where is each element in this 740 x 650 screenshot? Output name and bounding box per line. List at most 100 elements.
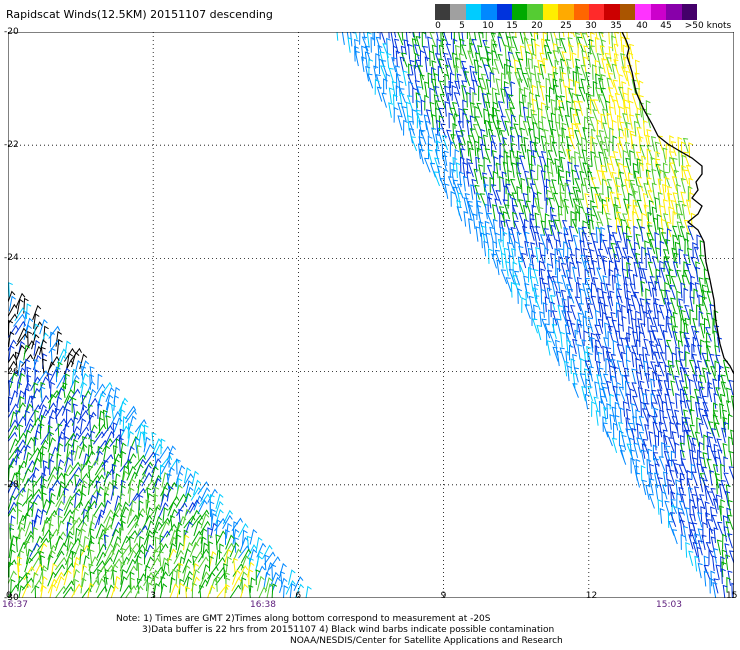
wind-barb bbox=[134, 543, 146, 558]
wind-map[interactable] bbox=[8, 32, 734, 598]
wind-barb bbox=[63, 495, 74, 511]
wind-barb bbox=[503, 247, 509, 264]
wind-barb bbox=[365, 65, 371, 82]
wind-barb bbox=[616, 225, 623, 241]
wind-barb bbox=[718, 505, 724, 521]
wind-barb bbox=[550, 252, 556, 269]
wind-barb bbox=[570, 322, 576, 339]
wind-barb bbox=[536, 32, 539, 40]
wind-barb bbox=[380, 32, 386, 45]
wind-barb bbox=[647, 310, 654, 326]
wind-barb bbox=[169, 536, 178, 552]
wind-barb bbox=[511, 192, 518, 208]
wind-barb bbox=[152, 566, 164, 580]
wind-barb bbox=[701, 466, 708, 482]
wind-barb bbox=[218, 543, 225, 560]
wind-barb bbox=[280, 571, 285, 587]
wind-barb bbox=[588, 366, 594, 382]
wind-barb bbox=[604, 322, 610, 339]
wind-barb bbox=[486, 164, 494, 180]
wind-barb bbox=[566, 339, 572, 356]
wind-barb bbox=[581, 231, 587, 248]
wind-barb bbox=[657, 310, 663, 327]
wind-barb bbox=[407, 43, 413, 60]
wind-barb bbox=[462, 108, 470, 124]
wind-barb bbox=[607, 330, 613, 347]
wind-barb bbox=[419, 49, 425, 66]
wind-barb bbox=[71, 368, 78, 385]
wind-barb bbox=[535, 246, 541, 263]
wind-barb bbox=[70, 347, 82, 362]
wind-barb bbox=[8, 481, 16, 495]
wind-barb bbox=[41, 492, 47, 508]
wind-barb bbox=[15, 444, 27, 459]
wind-barb bbox=[680, 458, 688, 474]
wind-barb bbox=[18, 464, 24, 481]
wind-barb bbox=[269, 571, 280, 587]
wind-barb bbox=[637, 318, 643, 334]
wind-barb bbox=[443, 32, 449, 45]
wind-barb bbox=[548, 119, 554, 136]
wind-barb bbox=[39, 408, 50, 424]
wind-barb bbox=[127, 478, 136, 494]
wind-barb bbox=[438, 58, 444, 74]
wind-barb bbox=[581, 385, 587, 402]
wind-barb bbox=[540, 220, 546, 236]
wind-barb bbox=[550, 301, 556, 318]
wind-barb bbox=[222, 509, 233, 525]
wind-barb bbox=[585, 71, 591, 88]
wind-barb bbox=[513, 59, 519, 75]
wind-barb bbox=[14, 320, 27, 335]
wind-barb bbox=[625, 359, 631, 376]
wind-barb bbox=[15, 536, 21, 553]
wind-barb bbox=[473, 168, 479, 185]
wind-barb bbox=[431, 60, 437, 76]
wind-barb bbox=[664, 364, 670, 381]
wind-barb bbox=[631, 93, 638, 109]
wind-barb bbox=[466, 91, 472, 108]
wind-barb bbox=[183, 548, 191, 564]
wind-barb bbox=[446, 129, 452, 145]
wind-barb bbox=[577, 323, 583, 340]
wind-barb bbox=[127, 430, 134, 447]
wind-barb bbox=[248, 568, 254, 585]
wind-barb bbox=[690, 212, 696, 229]
wind-barb bbox=[540, 254, 547, 270]
wind-barb bbox=[490, 32, 497, 48]
wind-barb bbox=[657, 191, 663, 208]
wind-barb bbox=[658, 361, 665, 377]
wind-barb bbox=[687, 225, 694, 241]
wind-barb bbox=[658, 227, 664, 243]
wind-barb bbox=[720, 463, 725, 480]
wind-barb bbox=[491, 253, 497, 269]
wind-barb bbox=[717, 449, 723, 465]
wind-barb bbox=[678, 350, 684, 367]
wind-barb bbox=[160, 438, 166, 455]
wind-barb bbox=[23, 530, 34, 545]
wind-barb bbox=[704, 277, 711, 293]
wind-barb bbox=[706, 344, 712, 361]
wind-barb bbox=[473, 59, 479, 75]
wind-barb bbox=[96, 585, 108, 598]
wind-barb bbox=[103, 509, 114, 524]
wind-barb bbox=[121, 465, 129, 482]
wind-barb bbox=[528, 266, 533, 283]
wind-barb bbox=[208, 540, 214, 557]
wind-barb bbox=[608, 94, 614, 111]
wind-barb bbox=[710, 488, 718, 503]
wind-barb bbox=[41, 498, 50, 515]
wind-barb bbox=[427, 142, 433, 159]
wind-barb bbox=[49, 459, 55, 475]
wind-barb bbox=[70, 516, 82, 531]
wind-barb bbox=[668, 206, 674, 223]
wind-barb bbox=[112, 569, 118, 586]
wind-barb bbox=[431, 127, 437, 143]
wind-barb bbox=[619, 407, 625, 424]
wind-barb bbox=[264, 577, 273, 593]
wind-barb bbox=[429, 101, 435, 118]
wind-barb bbox=[466, 119, 472, 136]
wind-barb bbox=[72, 416, 79, 433]
wind-barb bbox=[23, 513, 31, 529]
wind-barb bbox=[444, 64, 451, 80]
colorbar-label: 20 bbox=[531, 21, 543, 31]
